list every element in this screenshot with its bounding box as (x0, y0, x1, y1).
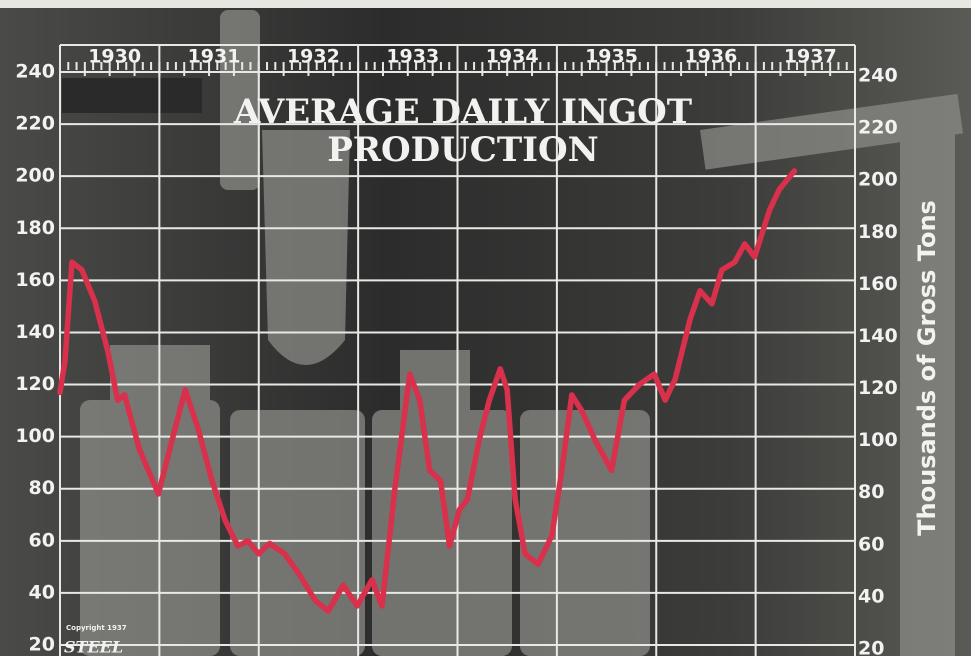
y-tick-label: 200 (15, 165, 55, 187)
y-tick-label: 180 (15, 217, 55, 239)
x-tick-label: 1935 (585, 46, 638, 68)
y2-tick-label: 80 (858, 481, 884, 503)
chart-title: AVERAGE DAILY INGOT (233, 92, 692, 132)
publisher: STEEL (64, 638, 123, 656)
y-tick-label: 220 (15, 113, 55, 135)
y2-tick-label: 220 (858, 117, 898, 139)
y-tick-label: 140 (15, 321, 55, 343)
y2-tick-label: 180 (858, 221, 898, 243)
x-tick-label: 1936 (684, 46, 737, 68)
x-tick-label: 1932 (287, 46, 340, 68)
x-tick-label: 1933 (386, 46, 439, 68)
y2-tick-label: 100 (858, 429, 898, 451)
page: AVERAGE DAILY INGOT PRODUCTION Thousands… (0, 0, 971, 656)
y-tick-label: 160 (15, 269, 55, 291)
x-tick-label: 1934 (486, 46, 539, 68)
y-tick-label: 40 (29, 581, 55, 603)
y2-tick-label: 240 (858, 65, 898, 87)
chart: AVERAGE DAILY INGOT PRODUCTION Thousands… (0, 0, 971, 656)
y2-tick-label: 120 (858, 377, 898, 399)
y2-tick-label: 200 (858, 169, 898, 191)
y-tick-label: 240 (15, 61, 55, 83)
x-tick-label: 1937 (784, 46, 837, 68)
y2-tick-label: 20 (858, 638, 884, 656)
y-tick-label: 60 (29, 529, 55, 551)
y-tick-label: 20 (29, 634, 55, 656)
copyright: Copyright 1937 (66, 624, 127, 632)
y-tick-label: 80 (29, 477, 55, 499)
y2-tick-label: 140 (858, 325, 898, 347)
y-axis-label: Thousands of Gross Tons (913, 200, 941, 536)
x-tick-label: 1930 (88, 46, 141, 68)
y2-tick-label: 160 (858, 273, 898, 295)
y-tick-label: 100 (15, 425, 55, 447)
dark-patch (62, 78, 202, 113)
x-tick-label: 1931 (188, 46, 241, 68)
top-border (0, 0, 971, 8)
y2-tick-label: 40 (858, 585, 884, 607)
y-tick-label: 120 (15, 373, 55, 395)
chart-title: PRODUCTION (327, 130, 599, 170)
y2-tick-label: 60 (858, 533, 884, 555)
